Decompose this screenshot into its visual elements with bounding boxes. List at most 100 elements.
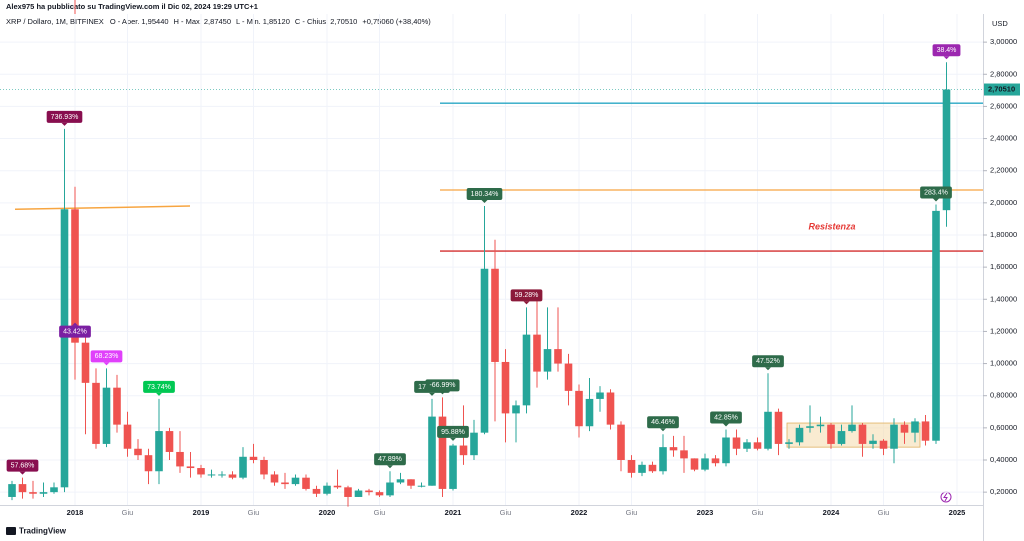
y-tick-label: 2,60000 (990, 101, 1017, 110)
candle-body (102, 387, 111, 444)
candle-body (575, 390, 583, 427)
x-tick-label: Giu (122, 508, 134, 517)
candle-body (281, 482, 289, 485)
candle-body (837, 431, 846, 444)
y-tick-label: 1,20000 (990, 326, 1017, 335)
x-tick-label: Giu (752, 508, 764, 517)
y-tick-label: 1,00000 (990, 359, 1017, 368)
candle-body (459, 445, 468, 456)
percent-label-text: 38.4% (937, 47, 957, 54)
candle-body (81, 342, 90, 383)
percent-label-text: 57.68% (11, 463, 35, 470)
candle-body (606, 392, 615, 425)
candle-body (543, 349, 552, 372)
legend-text: XRP / Dollaro, 1M, BITFINEX (6, 17, 104, 26)
candle-body (900, 424, 909, 433)
y-tick-label: 2,80000 (990, 69, 1017, 78)
percent-label-box (510, 289, 543, 302)
x-tick-label: 2022 (571, 508, 588, 517)
candle-body (785, 442, 793, 444)
candle-body (501, 361, 510, 414)
candle-body (270, 474, 279, 483)
candle-body (186, 466, 195, 469)
candle-body (764, 411, 772, 449)
logo: TradingView (19, 527, 67, 536)
percent-label-text: 42.85% (714, 414, 738, 421)
percent-label-box (437, 425, 469, 438)
y-tick-label: 0,80000 (990, 391, 1017, 400)
y-tick-label: 2,40000 (990, 134, 1017, 143)
legend-text: 2,87450 (204, 17, 231, 26)
percent-label: 43.42% (59, 322, 91, 338)
x-tick-label: Giu (248, 508, 260, 517)
candle-body (60, 209, 69, 488)
percent-label-box (932, 44, 961, 57)
y-tick-label: 1,60000 (990, 262, 1017, 271)
y-tick-label: 3,00000 (990, 37, 1017, 46)
candle-body (753, 442, 762, 449)
candle-body (638, 464, 646, 473)
candle-body (795, 427, 804, 443)
candle-body (155, 431, 163, 472)
candle-body (18, 484, 27, 493)
candle-body (806, 426, 814, 428)
legend-line: XRP / Dollaro, 1M, BITFINEX O - Aper. 1,95… (6, 17, 431, 26)
price-tag-label: 2,70510 (988, 85, 1015, 94)
percent-label-pointer (943, 56, 950, 60)
candle-body (512, 405, 520, 414)
candle-body (176, 451, 184, 467)
zone-text: Resistenza (808, 221, 855, 231)
y-tick-label: 2,00000 (990, 198, 1017, 207)
candle-body (533, 334, 541, 372)
percent-label-text: 736.93% (51, 114, 79, 121)
legend-text: 1,85120 (263, 17, 290, 26)
candle-body (554, 349, 562, 364)
percent-label-text: 59.28% (515, 292, 539, 299)
percent-label: 283.4% (920, 186, 952, 202)
percent-label-text: 47.89% (378, 456, 402, 463)
candle-body (302, 477, 310, 489)
candle-body (932, 210, 940, 441)
candle-body (39, 492, 48, 494)
percent-label-pointer (103, 362, 110, 366)
percent-label: 59.28% (510, 289, 543, 305)
x-tick-label: 2021 (445, 508, 462, 517)
candle-body (816, 424, 825, 427)
percent-label-box (59, 325, 91, 338)
x-tick-label: Giu (500, 508, 512, 517)
percent-label-pointer (933, 198, 939, 202)
candle-body (354, 490, 363, 497)
candle-body (375, 492, 384, 496)
candle-body (879, 440, 888, 449)
candle-body (396, 479, 405, 483)
candle-body (449, 445, 457, 489)
candle-body (123, 424, 132, 449)
candle-body (522, 334, 531, 406)
candle-body (627, 459, 636, 473)
candle-body (417, 485, 426, 487)
percent-label: 38.4% (932, 44, 961, 60)
candle-body (585, 398, 594, 427)
candle-body (144, 455, 153, 472)
y-tick-label: 1,40000 (990, 294, 1017, 303)
percent-label: -66.99% (425, 379, 460, 395)
y-tick-label: 1,80000 (990, 230, 1017, 239)
percent-label-box (752, 355, 784, 368)
percent-label-pointer (72, 322, 78, 326)
trend-line (14, 205, 191, 211)
percent-label-box (710, 411, 742, 424)
percent-label: 95.88% (437, 425, 469, 441)
percent-label: 46.46% (647, 416, 679, 432)
candle-body (732, 437, 741, 449)
candle-body (921, 421, 930, 441)
percent-label: 42.85% (710, 411, 742, 427)
logo-icon (6, 527, 16, 535)
percent-label-box (46, 110, 83, 123)
y-tick-label: 0,60000 (990, 423, 1017, 432)
percent-label-box (647, 416, 679, 429)
percent-label: 57.68% (6, 459, 39, 475)
percent-label-box (374, 453, 406, 466)
percent-label-pointer (723, 423, 729, 427)
percent-label-box (143, 380, 175, 393)
